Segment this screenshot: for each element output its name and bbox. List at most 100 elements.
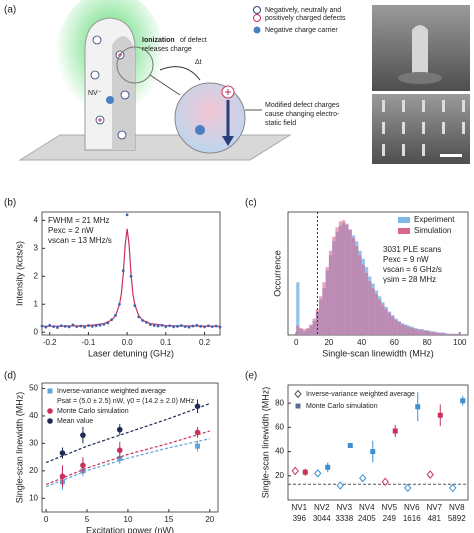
legend-label: Mean value	[57, 418, 93, 425]
marker	[195, 443, 201, 449]
hist-bar	[315, 309, 320, 335]
hist-bar	[430, 331, 434, 335]
marker	[415, 404, 421, 410]
x-tick-sublabel: 2405	[358, 514, 376, 523]
marker	[460, 398, 466, 404]
hist-bar	[446, 333, 450, 335]
legend-label: Experiment	[414, 215, 455, 224]
hist-bar	[387, 312, 392, 335]
data-point	[179, 324, 183, 327]
x-tick-label: 60	[390, 338, 399, 347]
data-point	[203, 325, 206, 329]
carrier	[106, 96, 114, 104]
hist-bar	[443, 332, 447, 335]
callout-text: cause changing electro-	[265, 111, 340, 118]
data-point	[48, 323, 52, 327]
marker	[336, 481, 344, 490]
y-tick-label: 20	[275, 471, 284, 480]
marker	[47, 388, 53, 394]
data-point	[187, 325, 191, 329]
y-axis-label: Occurrence	[272, 250, 282, 297]
carrier	[195, 125, 205, 135]
x-tick-label: 0	[44, 515, 49, 524]
x-tick-label: 80	[423, 338, 432, 347]
hist-bar	[404, 325, 408, 335]
data-point	[63, 324, 67, 328]
sem-base	[398, 72, 442, 84]
hist-bar	[351, 237, 356, 335]
callout-text: of defect	[180, 37, 207, 44]
hist-bar	[456, 333, 460, 335]
nv-label: NV⁻	[88, 90, 102, 97]
x-tick-label: NV2	[314, 503, 330, 512]
x-tick-label: 0.1	[160, 338, 172, 347]
hist-bar	[296, 282, 300, 335]
callout-bold: Ionization	[142, 37, 175, 44]
callout-text: releases charge	[142, 46, 192, 53]
hist-bar	[407, 326, 411, 335]
y-tick-label: 50	[29, 384, 38, 393]
hist-bar	[384, 309, 388, 335]
legend-icon	[253, 26, 261, 34]
hist-bar	[312, 318, 316, 335]
hist-bar	[433, 332, 437, 335]
x-tick-sublabel: 396	[293, 514, 307, 523]
marker	[404, 483, 412, 493]
hist-bar	[394, 319, 398, 335]
callout-text: Modified defect charges	[265, 102, 340, 109]
data-point	[156, 324, 160, 328]
hist-bar	[427, 331, 431, 335]
x-tick-sublabel: 249	[383, 514, 397, 523]
x-tick-label: 0.2	[199, 338, 211, 347]
panel-label: (a)	[4, 5, 16, 16]
hist-bar	[296, 325, 300, 335]
legend-label: Simulation	[414, 226, 451, 235]
x-tick-label: 5	[85, 515, 90, 524]
marker	[47, 418, 53, 424]
x-tick-label: 10	[124, 515, 133, 524]
hist-bar	[342, 220, 346, 335]
hist-bar	[355, 245, 359, 335]
y-tick-label: 40	[29, 411, 38, 420]
x-tick-label: 0	[294, 338, 299, 347]
x-tick-label: 40	[357, 338, 366, 347]
x-axis-label: Excitation power (nW)	[86, 525, 174, 533]
hist-bar	[423, 330, 428, 335]
data-point	[59, 324, 63, 328]
hist-bar	[335, 227, 339, 335]
marker	[359, 473, 367, 483]
sem-pillar	[412, 25, 428, 75]
x-tick-label: NV5	[381, 503, 397, 512]
data-point	[183, 325, 187, 329]
x-tick-label: 20	[205, 515, 214, 524]
y-tick-label: 0	[34, 327, 39, 336]
panel-label: (e)	[245, 371, 257, 382]
x-tick-label: -0.2	[43, 338, 57, 347]
legend-icon	[253, 14, 261, 22]
data-point	[67, 325, 71, 329]
legend-label: Inverse-variance weighted average	[306, 391, 415, 398]
marker	[370, 449, 376, 455]
data-point	[79, 324, 83, 328]
hist-bar	[302, 329, 306, 335]
legend-text: Negatively, neutrally and	[265, 7, 341, 14]
x-tick-sublabel: 3338	[335, 514, 353, 523]
x-tick-label: 0.0	[122, 338, 134, 347]
data-point	[199, 324, 203, 328]
scale-bar	[440, 154, 462, 157]
data-point	[121, 269, 125, 273]
hist-bar	[319, 296, 323, 335]
data-point	[168, 324, 172, 328]
y-tick-label: 1	[34, 299, 39, 308]
legend-note: Psat = (5.0 ± 2.5) nW, γ0 = (14.2 ± 2.0)…	[57, 398, 195, 405]
marker	[80, 462, 86, 469]
plot-frame	[41, 211, 221, 336]
marker	[59, 473, 66, 480]
data-point	[98, 323, 102, 327]
hist-bar	[348, 229, 352, 335]
hist-bar	[368, 281, 372, 335]
y-tick-label: 3	[34, 243, 39, 252]
fit-line	[45, 403, 211, 464]
annotation: vscan = 13 MHz/s	[48, 236, 112, 245]
